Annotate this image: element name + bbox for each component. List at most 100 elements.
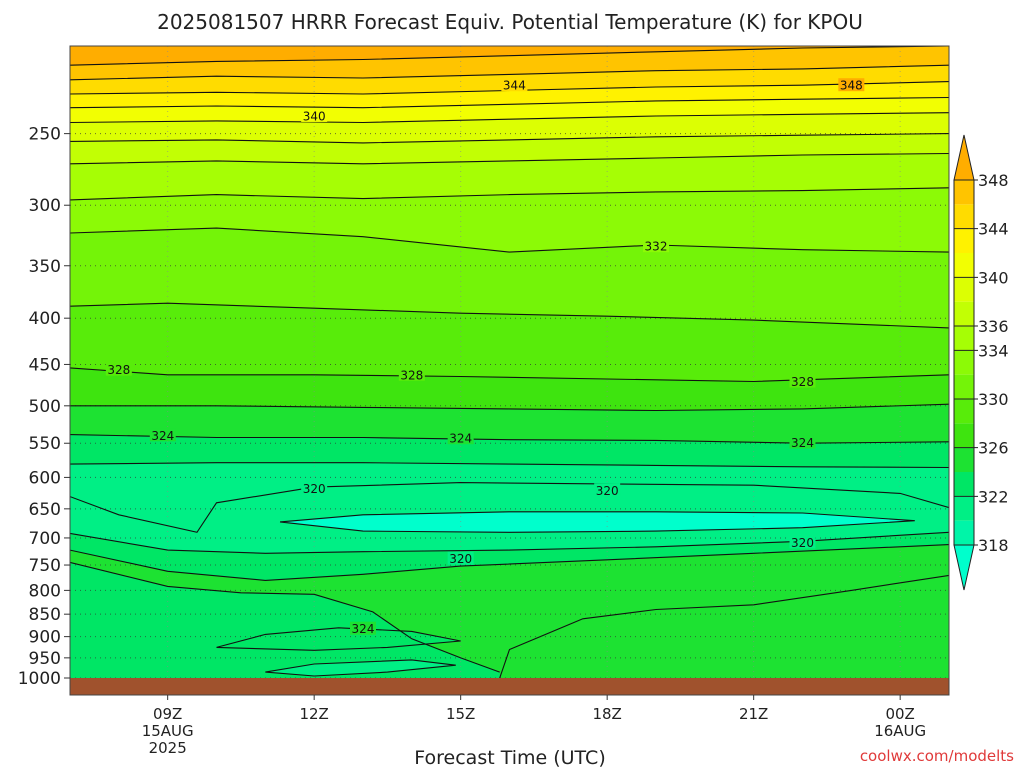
contour-label-bg-5 <box>398 367 425 381</box>
y-tick-label-500: 500 <box>29 397 61 417</box>
colorbar-band-344 <box>954 204 974 229</box>
fill-pocket-2 <box>499 575 949 678</box>
colorbar-band-326 <box>954 423 974 448</box>
colorbar: 318 322 326 330 334 336 340 344 348 <box>953 134 1009 591</box>
y-tick-label-400: 400 <box>29 309 61 329</box>
contour-label-bg-14 <box>350 621 376 635</box>
x-tick-label-21-0: 21Z <box>739 705 768 723</box>
fill-pocket-4 <box>265 659 456 676</box>
colorbar-tick-label-348: 348 <box>978 171 1009 190</box>
contour-label-5: 328 <box>400 368 423 382</box>
colorbar-tick-label-330: 330 <box>978 390 1009 409</box>
y-tick-label-250: 250 <box>29 125 61 145</box>
isentrope-324-18 <box>70 561 500 673</box>
y-tick-label-900: 900 <box>29 628 61 648</box>
contour-label-7: 324 <box>151 429 174 443</box>
isentrope-320-14 <box>70 482 949 533</box>
colorbar-band-330 <box>954 374 974 399</box>
isentrope-340-4 <box>70 112 949 124</box>
x-tick-label-12-0: 12Z <box>299 705 328 723</box>
contour-label-bg-12 <box>789 535 816 549</box>
isentrope-338-5 <box>70 133 949 144</box>
contour-label-bg-0 <box>501 78 528 92</box>
contour-label-0: 344 <box>503 79 526 93</box>
contour-label-1: 348 <box>840 79 863 93</box>
y-tick-label-450: 450 <box>29 355 61 375</box>
x-tick-label-18-0: 18Z <box>592 705 621 723</box>
contour-label-2: 340 <box>303 109 326 123</box>
isentrope-334-7 <box>70 187 949 201</box>
colorbar-tick-label-340: 340 <box>978 268 1009 287</box>
isentrope-330-9 <box>70 302 949 329</box>
isentrope-342-3 <box>70 96 949 109</box>
contour-label-11: 320 <box>596 484 619 498</box>
isentrope-336-6 <box>70 152 949 165</box>
colorbar-band-324 <box>954 447 974 472</box>
colorbar-band-328 <box>954 399 974 424</box>
isentrope-318-15 <box>279 511 915 533</box>
x-tick-label-9-1: 15AUG <box>142 722 194 740</box>
colorbar-band-342 <box>954 228 974 253</box>
y-tick-label-700: 700 <box>29 529 61 549</box>
contour-label-14: 324 <box>352 622 375 636</box>
contour-label-bg-9 <box>789 435 816 449</box>
contour-label-4: 328 <box>107 363 130 377</box>
contour-label-bg-3 <box>643 239 669 253</box>
colorbar-band-336 <box>954 301 974 326</box>
contour-label-bg-2 <box>301 108 328 122</box>
isentrope-326-19 <box>499 574 949 678</box>
plot-area: 344 348 340 332 328 328 328 324 324 324 320 320 320 3… <box>69 45 950 696</box>
y-tick-label-550: 550 <box>29 434 61 454</box>
isentrope-348-0 <box>70 46 949 66</box>
isentrope-324-20 <box>216 627 461 651</box>
isentrope-322-17 <box>70 544 949 581</box>
colorbar-band-322 <box>954 472 974 497</box>
colorbar-band-338 <box>954 277 974 302</box>
contour-label-10: 320 <box>303 482 326 496</box>
colorbar-band-318 <box>954 520 974 545</box>
isentrope-328-10 <box>70 367 949 383</box>
contour-label-bg-4 <box>105 362 132 376</box>
contour-label-8: 324 <box>449 432 472 446</box>
axes: 250 300 350 400 450 500 550 600 650 700 750 800 850 9… <box>18 125 926 757</box>
y-tick-label-600: 600 <box>29 468 61 488</box>
x-tick-label-9-2: 2025 <box>149 739 187 757</box>
y-tick-label-950: 950 <box>29 649 61 669</box>
isentrope-320-16 <box>70 531 949 554</box>
contour-label-13: 320 <box>449 552 472 566</box>
colorbar-band-340 <box>954 253 974 278</box>
colorbar-tick-label-334: 334 <box>978 341 1009 360</box>
isentrope-326-11 <box>70 403 949 412</box>
contour-label-bg-1 <box>838 78 865 92</box>
ground-strip <box>70 678 949 695</box>
isentrope-346-1 <box>70 64 949 81</box>
isentrope-332-8 <box>70 227 949 253</box>
colorbar-tick-label-326: 326 <box>978 439 1009 458</box>
colorbar-band-346 <box>954 180 974 205</box>
colorbar-tick-label-322: 322 <box>978 487 1009 506</box>
y-tick-label-750: 750 <box>29 556 61 576</box>
colorbar-band-320 <box>954 496 974 521</box>
contour-label-9: 324 <box>791 436 814 450</box>
contour-label-bg-10 <box>301 481 328 495</box>
y-tick-label-850: 850 <box>29 605 61 625</box>
y-tick-label-1000: 1000 <box>18 669 61 689</box>
colorbar-tick-label-336: 336 <box>978 317 1009 336</box>
plot-frame <box>69 45 950 696</box>
contour-label-bg-8 <box>447 431 474 445</box>
colorbar-top-arrow <box>953 134 975 181</box>
x-tick-label-24-1: 16AUG <box>874 722 926 740</box>
contour-label-12: 320 <box>791 536 814 550</box>
colorbar-band-332 <box>954 350 974 375</box>
chart-title: 2025081507 HRRR Forecast Equiv. Potentia… <box>157 10 863 34</box>
y-tick-label-350: 350 <box>29 257 61 277</box>
watermark-link[interactable]: coolwx.com/modelts <box>860 747 1014 765</box>
x-tick-label-15-0: 15Z <box>446 705 475 723</box>
contour-label-3: 332 <box>645 240 668 254</box>
fill-pocket-0 <box>280 511 915 533</box>
contour-label-bg-11 <box>594 483 621 497</box>
fill-pocket-1 <box>70 562 500 678</box>
colorbar-bottom-arrow <box>953 544 975 591</box>
isentrope-322-21 <box>265 659 456 677</box>
